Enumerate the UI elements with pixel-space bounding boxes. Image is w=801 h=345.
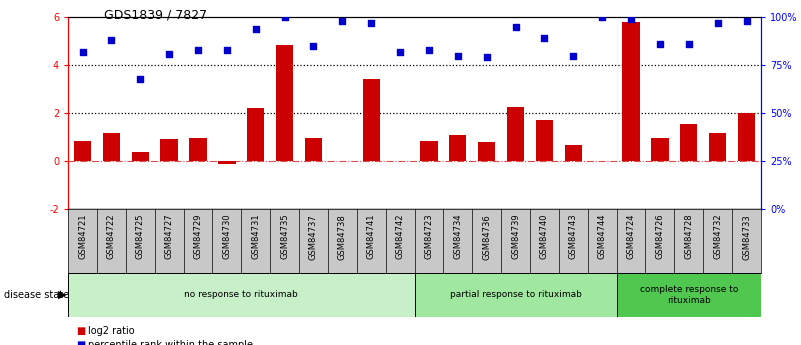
Bar [709,133,727,161]
Bar [189,138,207,161]
Text: ▶: ▶ [58,290,66,300]
Text: GSM84723: GSM84723 [425,214,433,259]
Bar [218,161,235,164]
Point [481,55,493,60]
Text: percentile rank within the sample: percentile rank within the sample [88,340,253,345]
Text: GSM84725: GSM84725 [135,214,145,259]
Bar [74,140,91,161]
Bar [276,45,293,161]
Text: GDS1839 / 7827: GDS1839 / 7827 [104,9,207,22]
Bar [421,140,437,161]
Point [567,53,580,58]
Bar [617,273,761,317]
Text: log2 ratio: log2 ratio [88,326,135,336]
Text: no response to rituximab: no response to rituximab [184,290,298,299]
Text: disease state: disease state [4,290,69,300]
Text: GSM84740: GSM84740 [540,214,549,259]
Point [654,41,666,47]
Point [76,49,89,55]
Bar [131,152,149,161]
Text: GSM84722: GSM84722 [107,214,116,259]
Text: partial response to rituximab: partial response to rituximab [449,290,582,299]
Point [278,14,291,20]
Text: GSM84729: GSM84729 [194,214,203,259]
Point [740,18,753,24]
Point [423,47,436,52]
Bar [651,138,669,161]
Point [393,49,406,55]
Bar [363,79,380,161]
Text: GSM84724: GSM84724 [626,214,635,259]
Point [364,20,377,26]
Point [509,24,522,30]
Point [596,14,609,20]
Text: GSM84721: GSM84721 [78,214,87,259]
Bar [536,120,553,161]
Point [220,47,233,52]
Point [452,53,465,58]
Bar [103,133,120,161]
Point [625,17,638,22]
Point [163,51,175,56]
Text: GSM84733: GSM84733 [742,214,751,259]
Bar [68,273,415,317]
Text: GSM84741: GSM84741 [367,214,376,259]
Text: GSM84737: GSM84737 [309,214,318,259]
Bar [565,145,582,161]
Point [249,26,262,31]
Text: GSM84743: GSM84743 [569,214,578,259]
Text: GSM84742: GSM84742 [396,214,405,259]
Bar [507,107,524,161]
Bar [415,273,617,317]
Bar [247,108,264,161]
Text: GSM84726: GSM84726 [655,214,664,259]
Bar [478,142,495,161]
Point [682,41,695,47]
Text: GSM84739: GSM84739 [511,214,520,259]
Text: ■: ■ [76,326,86,336]
Text: GSM84736: GSM84736 [482,214,491,259]
Bar [160,139,178,161]
Text: complete response to
rituximab: complete response to rituximab [639,285,738,305]
Text: GSM84744: GSM84744 [598,214,606,259]
Point [191,47,204,52]
Point [134,76,147,81]
Bar [305,138,322,161]
Text: ■: ■ [76,340,86,345]
Bar [622,22,640,161]
Point [711,20,724,26]
Point [307,43,320,49]
Bar [449,135,466,161]
Text: GSM84730: GSM84730 [223,214,231,259]
Text: GSM84731: GSM84731 [252,214,260,259]
Point [538,36,551,41]
Bar [680,124,698,161]
Point [105,38,118,43]
Text: GSM84727: GSM84727 [165,214,174,259]
Text: GSM84735: GSM84735 [280,214,289,259]
Text: GSM84728: GSM84728 [684,214,694,259]
Text: GSM84734: GSM84734 [453,214,462,259]
Bar [738,113,755,161]
Text: GSM84738: GSM84738 [338,214,347,259]
Text: GSM84732: GSM84732 [713,214,723,259]
Point [336,18,348,24]
